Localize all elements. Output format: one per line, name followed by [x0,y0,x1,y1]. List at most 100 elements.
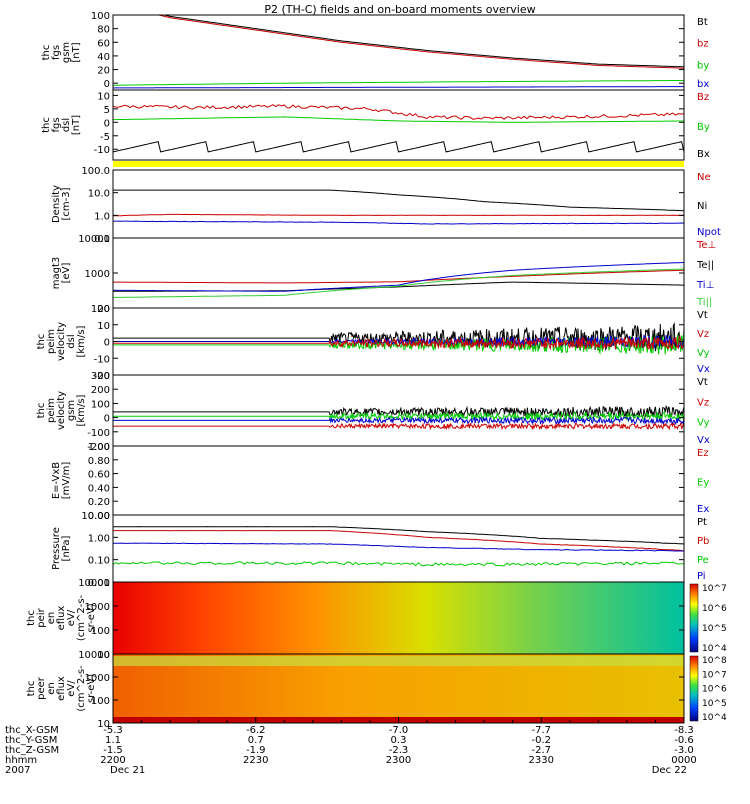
series-Bt-line [113,14,685,68]
colorbar-tick-label: 10^7 [702,584,727,594]
y-axis-label: fgs [51,45,62,60]
colorbar-tick-label: 10^5 [702,699,727,709]
y-axis-label: peir [36,607,47,627]
legend-entry-Ex: Ex [697,504,709,515]
y-tick-label: 80 [97,25,110,36]
legend-entry-Vz: Vz [697,329,709,340]
y-tick-label: 0.10 [88,556,110,567]
x-axis-value: -0.2 [531,735,551,746]
y-tick-label: 10 [97,719,110,730]
colorbar-tick-label: 10^4 [702,644,727,654]
y-axis-label: (cm^2-s- [76,594,87,641]
series-Vz-line [113,421,685,431]
legend-entry-Pe: Pe [697,555,709,566]
y-tick-label: 300 [91,371,110,382]
spectrogram-peir-energy-flux [113,582,684,654]
y-tick-label: 0.20 [88,497,110,508]
series-Pb-line [113,530,685,552]
plot-title: P2 (TH-C) fields and on-board moments ov… [264,3,535,16]
legend-entry-Pt: Pt [697,517,707,528]
y-axis-label: thc [36,403,47,419]
series-Ne-line [112,213,685,217]
legend-entry-bz: bz [697,39,709,50]
series-Pi-line [112,542,684,552]
y-tick-label: 0.60 [88,470,110,481]
legend-entry-Ni: Ni [697,201,707,212]
x-axis-value: 2300 [386,755,411,766]
x-axis-value: 0.7 [248,735,264,746]
y-tick-label: -5 [100,132,110,143]
series-Ni-line [113,189,685,212]
y-axis-label: peim [46,398,57,423]
y-tick-label: 10000 [78,578,110,589]
y-axis-label: sr-eV) [86,674,97,703]
colorbar-tick-label: 10^8 [702,656,727,666]
y-tick-label: -10 [94,145,110,156]
y-axis-label: Pressure [51,527,62,570]
series-By-line [113,116,684,123]
series-Pe-line [112,561,684,567]
colorbar-tick-label: 10^6 [702,604,727,614]
x-axis-value: -6.2 [246,725,266,736]
y-axis-label: sr-eV) [86,603,97,632]
y-tick-label: 100 [91,304,110,315]
y-tick-label: 0.40 [88,483,110,494]
x-axis-value: 2230 [243,755,268,766]
legend-entry-By: By [697,122,710,133]
y-tick-label: -100 [87,428,110,439]
y-axis-label: [cm-3] [61,187,72,220]
y-axis-label: [km/s] [76,394,87,426]
x-axis-value: Dec 22 [652,765,687,776]
panel-frame [112,89,685,161]
legend-entry-Npot: Npot [697,227,721,238]
x-axis-value: 2330 [529,755,554,766]
panel-efield: 1.00 0.80 0.60 0.40 0.20 0.00 E=-VxB [mV/m] Ez Ey… [51,442,709,522]
legend-entry-Vy: Vy [697,418,710,429]
panel-frame [112,514,685,583]
x-axis-row-label: thc_Z-GSM [5,745,59,756]
panel-frame [112,169,685,239]
y-axis-label: velocity [56,322,67,361]
colorbar-tick-label: 10^5 [702,624,727,634]
y-axis-label: [nT] [71,42,82,62]
y-tick-label: 100 [91,626,110,637]
y-tick-label: 10.0 [88,189,110,200]
y-axis-label: dsl [66,334,77,348]
y-axis-label: (cm^2-s- [76,665,87,712]
y-tick-label: 20 [97,66,110,77]
y-axis-label: eV/ [66,680,77,697]
y-tick-label: 20 [97,304,110,315]
y-axis-label: eV/ [66,609,77,626]
panel-peir-energy-flux: 10^7 10^6 10^5 10^4 10000 1000 100 10 thc peir en e… [26,578,727,661]
legend-entry-Vx: Vx [697,435,710,446]
series-bz-line [113,14,685,69]
legend-entry-Vy: Vy [697,348,710,359]
panel-frame [112,445,685,516]
y-tick-label: 10000 [78,234,110,245]
legend-entry-by: by [697,60,709,71]
y-axis-label: peer [36,676,47,700]
y-tick-label: 1000 [85,602,110,613]
y-tick-label: 100 [91,696,110,707]
y-axis-label: Density [51,185,62,223]
legend-entry-Ez: Ez [697,448,709,459]
y-axis-label: gsm [61,42,72,63]
y-tick-label: -10 [94,354,110,365]
x-axis-value: -1.9 [246,745,266,756]
x-axis-value: -3.0 [674,745,694,756]
panel-frame [112,14,685,91]
y-tick-label: 100 [91,399,110,410]
y-tick-label: 0 [104,338,110,349]
y-axis-label: magt3 [51,257,62,290]
legend-entry-Ti: Ti|| [696,297,712,308]
y-axis-label: velocity [56,391,67,430]
spectrogram-high-energy-band [113,656,684,666]
legend-entry-Bx: Bx [697,149,710,160]
y-tick-label: 1.0 [94,211,110,222]
series-Ti-line [112,268,685,298]
x-axis-value: 1.1 [105,735,121,746]
y-tick-label: 0.1 [94,234,110,245]
y-axis-label: en [46,682,57,695]
